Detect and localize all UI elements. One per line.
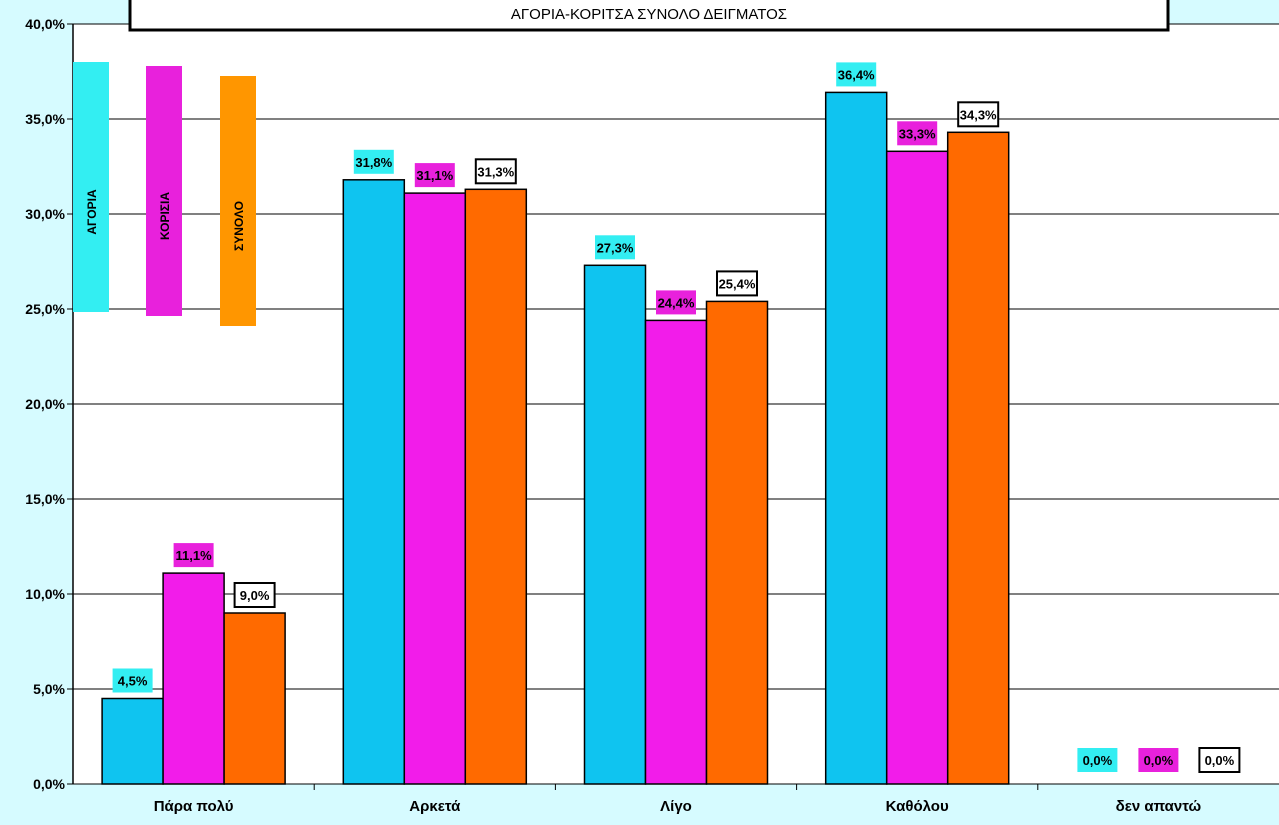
- legend-label: ΚΟΡΙΣΙΑ: [158, 192, 172, 240]
- bar: [824, 91, 888, 785]
- bar: [583, 264, 647, 785]
- y-tick-label: 40,0%: [25, 16, 65, 32]
- data-label: 31,3%: [477, 164, 514, 179]
- data-label: 33,3%: [899, 126, 936, 141]
- x-tick-label: Καθόλου: [886, 798, 949, 815]
- data-label-box: [173, 543, 214, 568]
- chart-title-box: ΑΓΟΡΙΑ-ΚΟΡΙΤΣΑ ΣΥΝΟΛΟ ΔΕΙΓΜΑΤΟΣ: [128, 0, 1170, 32]
- legend-label: ΑΓΟΡΙΑ: [85, 189, 99, 235]
- y-tick-label: 20,0%: [25, 396, 65, 412]
- bar-series: [101, 91, 1010, 785]
- data-label-box: [595, 235, 635, 260]
- legend: ΑΓΟΡΙΑ ΚΟΡΙΣΙΑ ΣΥΝΟΛΟ: [73, 62, 256, 326]
- data-label-box: [1138, 748, 1179, 772]
- data-label: 25,4%: [719, 276, 756, 291]
- data-label-box: [1198, 747, 1241, 773]
- data-label-box: [1077, 748, 1118, 772]
- bar: [101, 697, 164, 785]
- data-label-box: [656, 290, 696, 315]
- legend-swatch: [220, 76, 256, 326]
- y-axis-ticks: 0,0% 5,0% 10,0% 15,0% 20,0% 25,0% 30,0% 35,0% 40…: [25, 16, 65, 792]
- legend-swatch: [73, 62, 109, 312]
- y-tick-label: 35,0%: [25, 111, 65, 127]
- x-tick-label: δεν απαντώ: [1116, 798, 1202, 815]
- y-tick-label: 15,0%: [25, 491, 65, 507]
- legend-label: ΣΥΝΟΛΟ: [232, 201, 246, 251]
- bar: [464, 188, 528, 785]
- data-labels: 4,5% 31,8% 27,3% 36,4% 0,0% 11,1% 31,1% 24,4% 33…: [112, 62, 1241, 773]
- data-label: 36,4%: [838, 67, 875, 82]
- data-label: 31,1%: [416, 168, 453, 183]
- x-tick-label: Λίγο: [660, 798, 692, 815]
- data-label-box: [474, 158, 517, 185]
- bar: [644, 319, 708, 785]
- x-tick-label: Πάρα πολύ: [154, 798, 234, 815]
- data-label: 0,0%: [1144, 753, 1174, 768]
- data-label: 34,3%: [960, 107, 997, 122]
- y-tick-label: 10,0%: [25, 586, 65, 602]
- data-label: 9,0%: [240, 588, 270, 603]
- data-label: 24,4%: [658, 295, 695, 310]
- data-label-box: [233, 582, 276, 608]
- data-label-box: [957, 101, 1000, 128]
- chart-title: ΑΓΟΡΙΑ-ΚΟΡΙΤΣΑ ΣΥΝΟΛΟ ΔΕΙΓΜΑΤΟΣ: [511, 6, 787, 23]
- data-label-box: [716, 270, 758, 297]
- data-label-box: [112, 668, 153, 693]
- data-label-box: [897, 121, 938, 146]
- bar: [403, 192, 467, 785]
- y-tick-label: 5,0%: [33, 681, 65, 697]
- y-tick-label: 0,0%: [33, 776, 65, 792]
- data-label-box: [414, 163, 455, 188]
- data-label: 27,3%: [597, 240, 634, 255]
- legend-swatch: [146, 66, 182, 316]
- bar: [342, 179, 406, 785]
- title-frame: [128, 0, 1170, 32]
- y-tick-label: 25,0%: [25, 301, 65, 317]
- data-label: 31,8%: [355, 155, 392, 170]
- data-label-box: [836, 62, 877, 87]
- data-label: 0,0%: [1205, 753, 1235, 768]
- bar: [223, 612, 286, 785]
- bar: [162, 572, 225, 785]
- y-tick-label: 30,0%: [25, 206, 65, 222]
- bar: [946, 131, 1010, 785]
- x-axis-ticks: Πάρα πολύ Αρκετά Λίγο Καθόλου δεν απαντώ: [154, 784, 1202, 815]
- bar: [705, 300, 769, 785]
- data-label: 4,5%: [118, 674, 148, 689]
- data-label: 0,0%: [1083, 753, 1113, 768]
- data-label-box: [353, 149, 394, 174]
- data-label: 11,1%: [176, 548, 213, 563]
- bar: [885, 150, 949, 785]
- x-tick-label: Αρκετά: [409, 798, 461, 815]
